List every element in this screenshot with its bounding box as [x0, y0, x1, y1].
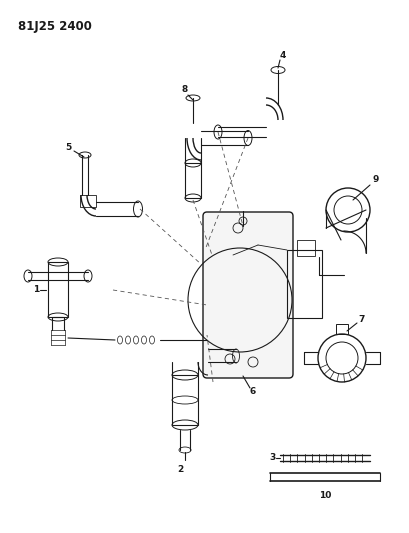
- Bar: [297, 240, 315, 256]
- Text: 10: 10: [319, 490, 331, 499]
- Text: 2: 2: [177, 465, 183, 474]
- Text: 9: 9: [373, 175, 379, 184]
- Bar: [48, 262, 68, 317]
- Bar: [172, 375, 198, 425]
- Text: 81J25 2400: 81J25 2400: [18, 20, 92, 33]
- Bar: [80, 195, 96, 207]
- Text: 7: 7: [359, 316, 365, 325]
- Text: 4: 4: [280, 51, 286, 60]
- Bar: [287, 250, 322, 318]
- Bar: [336, 324, 348, 334]
- Bar: [185, 163, 201, 198]
- FancyBboxPatch shape: [203, 212, 293, 378]
- Text: 6: 6: [250, 387, 256, 397]
- Text: 3: 3: [269, 454, 275, 463]
- Text: 5: 5: [65, 142, 71, 151]
- Text: 1: 1: [33, 286, 39, 295]
- Text: 8: 8: [182, 85, 188, 94]
